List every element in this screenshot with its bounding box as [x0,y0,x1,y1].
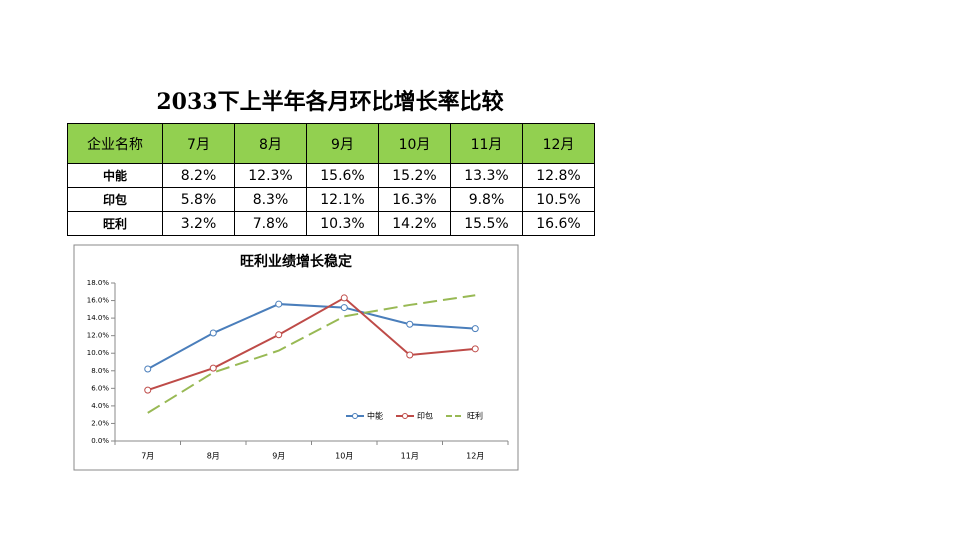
table-cell: 5.8% [162,187,235,212]
legend-marker [402,413,408,419]
legend-marker [352,413,358,419]
point-marker [144,365,152,373]
y-tick-label: 6.0% [91,384,109,392]
y-tick-label: 4.0% [91,402,109,410]
legend-label: 中能 [367,411,383,421]
x-tick-label: 7月 [141,452,154,461]
table-cell: 15.5% [450,211,523,236]
header-cell: 企业名称 [67,123,163,164]
y-tick-label: 18.0% [87,279,110,287]
y-tick-label: 14.0% [87,314,110,322]
table-row: 印包 5.8% 8.3% 12.1% 16.3% 9.8% 10.5% [67,187,595,212]
y-tick-label: 10.0% [87,349,110,357]
document-title: 2033下上半年各月环比增长率比较 [156,89,504,115]
legend-label: 印包 [417,411,433,421]
header-cell: 9月 [306,123,379,164]
data-table: 企业名称 7月 8月 9月 10月 11月 12月 中能 8.2% 12.3% 15.6% 15.2%… [67,123,595,236]
point-marker [406,351,414,359]
point-marker [209,329,217,337]
header-cell: 7月 [162,123,235,164]
point-marker [275,331,283,339]
x-tick-label: 10月 [335,452,353,461]
x-tick-label: 8月 [207,452,220,461]
table-cell: 7.8% [234,211,307,236]
x-tick-label: 12月 [466,452,484,461]
legend-label: 旺利 [467,411,483,421]
point-marker [340,294,348,302]
point-marker [406,320,414,328]
y-tick-label: 2.0% [91,419,109,427]
table-cell: 15.6% [306,163,379,188]
series-line [147,294,476,414]
table-cell: 13.3% [450,163,523,188]
y-tick-label: 16.0% [87,297,110,305]
point-marker [275,300,283,308]
table-cell: 8.3% [234,187,307,212]
point-marker [340,304,348,312]
table-cell: 中能 [67,163,163,188]
table-row: 中能 8.2% 12.3% 15.6% 15.2% 13.3% 12.8% [67,163,595,188]
point-marker [471,325,479,333]
table-cell: 3.2% [162,211,235,236]
x-tick-label: 11月 [401,452,419,461]
header-cell: 10月 [378,123,451,164]
chart-title: 旺利业绩增长稳定 [240,253,352,270]
table-cell: 14.2% [378,211,451,236]
table-row: 旺利 3.2% 7.8% 10.3% 14.2% 15.5% 16.6% [67,211,595,236]
header-cell: 12月 [522,123,595,164]
table-cell: 10.3% [306,211,379,236]
chart-frame [73,244,519,471]
series-line [147,303,476,370]
y-tick-label: 8.0% [91,367,109,375]
point-marker [144,386,152,394]
point-marker [471,345,479,353]
series-line [147,296,476,392]
table-cell: 12.3% [234,163,307,188]
table-cell: 15.2% [378,163,451,188]
table-cell: 10.5% [522,187,595,212]
header-row: 企业名称 7月 8月 9月 10月 11月 12月 [67,123,595,164]
table-cell: 16.6% [522,211,595,236]
header-cell: 11月 [450,123,523,164]
x-tick-label: 9月 [272,452,285,461]
y-tick-label: 12.0% [87,332,110,340]
y-tick-label: 0.0% [91,437,109,445]
table-cell: 旺利 [67,211,163,236]
point-marker [209,364,217,372]
